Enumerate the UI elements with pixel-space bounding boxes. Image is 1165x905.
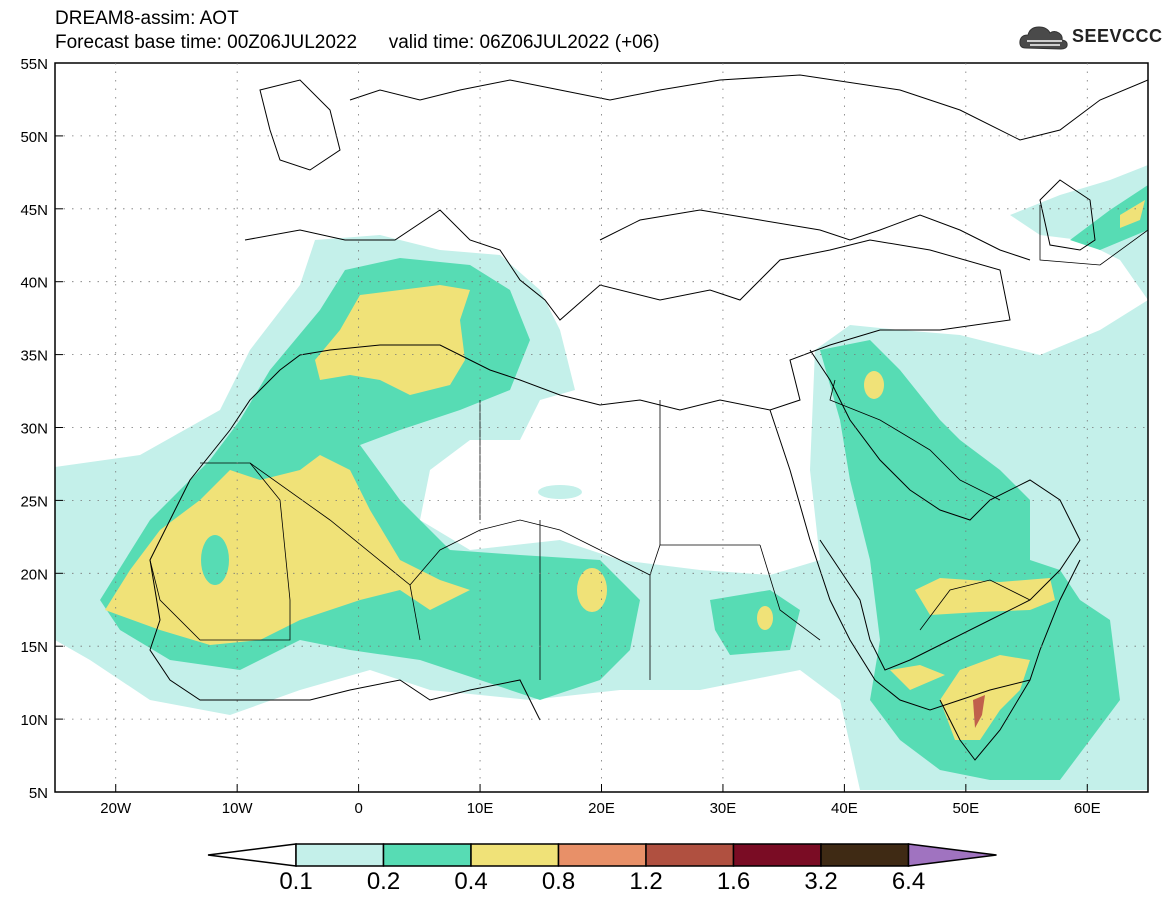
aot-clean-patch <box>201 535 229 585</box>
lat-label: 35N <box>20 348 48 365</box>
aot-field-mid-ne <box>1070 185 1148 250</box>
colorbar-cell <box>470 843 560 867</box>
lon-label: 10E <box>467 800 494 817</box>
colorbar-cell <box>645 843 735 867</box>
cloud-icon <box>1019 26 1068 50</box>
colorbar-cell <box>295 843 385 867</box>
colorbar-cell <box>382 843 472 867</box>
lon-label: 20W <box>100 800 132 817</box>
aot-field-peak <box>973 695 985 728</box>
forecast-times: Forecast base time: 00Z06JUL2022 valid t… <box>55 32 660 53</box>
colorbar-cell <box>557 843 647 867</box>
lon-label: 10W <box>222 800 254 817</box>
colorbar-cell <box>732 843 822 867</box>
lon-label: 30E <box>710 800 737 817</box>
aot-field-high-ne <box>1120 200 1145 228</box>
colorbar-level-label: 0.8 <box>541 868 576 895</box>
lat-label: 10N <box>20 712 48 729</box>
lat-label: 30N <box>20 421 48 438</box>
aot-field-mid-center <box>710 590 800 655</box>
graticule <box>55 63 1148 792</box>
coastlines <box>149 74 1148 761</box>
lon-label: 50E <box>952 800 979 817</box>
colorbar-level-label: 3.2 <box>804 868 838 895</box>
aot-field-high-somalia <box>940 655 1030 740</box>
lat-label: 45N <box>20 202 48 219</box>
aot-field-low-ne <box>1010 165 1148 300</box>
lat-label: 5N <box>29 785 48 802</box>
aot-field-high-arabia <box>915 578 1055 615</box>
lat-label: 20N <box>20 566 48 583</box>
lat-label: 25N <box>20 493 48 510</box>
lon-label: 20E <box>588 800 615 817</box>
aot-field-high <box>105 455 470 645</box>
colorbar-cell <box>820 843 910 867</box>
lon-label: 0 <box>354 800 362 817</box>
colorbar-level-label: 1.2 <box>629 868 663 895</box>
colorbar-under-triangle <box>207 843 297 867</box>
seevccc-logo: SEEVCCC <box>1018 22 1162 56</box>
longitude-axis: 20W 10W 0 10E 20E 30E 40E 50E 60E <box>100 784 1101 817</box>
lon-label: 40E <box>831 800 858 817</box>
lon-label: 60E <box>1074 800 1101 817</box>
aot-field-high-iraq <box>864 371 884 399</box>
aot-field-high-north <box>315 285 470 395</box>
colorbar-level-label: 6.4 <box>891 868 926 895</box>
lat-label: 15N <box>20 639 48 656</box>
colorbar-level-label: 0.4 <box>454 868 488 895</box>
colorbar-over-triangle <box>907 843 997 867</box>
colorbar-level-label: 0.2 <box>366 868 401 895</box>
lat-label: 55N <box>20 56 48 73</box>
lat-label: 50N <box>20 129 48 146</box>
logo-text: SEEVCCC <box>1072 26 1163 46</box>
colorbar-level-label: 1.6 <box>716 868 751 895</box>
map-title: DREAM8-assim: AOT <box>55 8 239 29</box>
lat-label: 40N <box>20 275 48 292</box>
latitude-axis: 55N 50N 45N 40N 35N 30N 25N 20N 15N 10N 5N <box>20 56 63 802</box>
aot-field-high-sudan <box>757 606 773 630</box>
aot-clean-patch-2 <box>538 485 582 499</box>
colorbar-level-label: 0.1 <box>279 868 313 895</box>
aot-field-high-chad <box>577 568 607 612</box>
aot-field-high-yemen <box>890 665 945 690</box>
